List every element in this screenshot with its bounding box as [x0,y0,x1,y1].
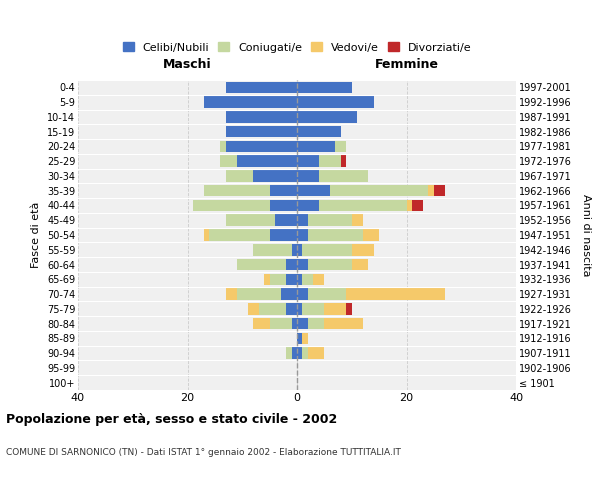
Bar [286,259,297,270]
Bar [226,82,297,93]
Bar [313,274,325,285]
Bar [308,214,352,226]
Bar [335,140,346,152]
Bar [352,244,374,256]
Bar [275,214,297,226]
Text: Maschi: Maschi [163,58,212,71]
Bar [253,170,297,181]
Bar [204,229,209,241]
Bar [286,274,297,285]
Bar [237,288,281,300]
Bar [253,318,269,330]
Bar [297,96,374,108]
Bar [302,332,308,344]
Bar [253,244,292,256]
Bar [226,140,297,152]
Y-axis label: Fasce di età: Fasce di età [31,202,41,268]
Bar [319,156,341,167]
Bar [407,200,412,211]
Bar [297,348,302,359]
Bar [297,274,302,285]
Bar [204,185,269,196]
Bar [209,229,269,241]
Bar [319,170,368,181]
Bar [297,82,352,93]
Bar [302,348,308,359]
Bar [264,274,269,285]
Bar [297,303,302,314]
Bar [341,156,346,167]
Y-axis label: Anni di nascita: Anni di nascita [581,194,591,276]
Bar [237,259,286,270]
Bar [259,303,286,314]
Bar [297,259,308,270]
Bar [297,156,319,167]
Bar [269,318,292,330]
Bar [297,332,302,344]
Text: COMUNE DI SARNONICO (TN) - Dati ISTAT 1° gennaio 2002 - Elaborazione TUTTITALIA.: COMUNE DI SARNONICO (TN) - Dati ISTAT 1°… [6,448,401,457]
Bar [308,288,346,300]
Bar [226,126,297,138]
Bar [297,126,341,138]
Bar [281,288,297,300]
Bar [297,229,308,241]
Bar [297,214,308,226]
Bar [237,156,297,167]
Bar [292,318,297,330]
Bar [325,303,346,314]
Bar [302,244,352,256]
Bar [319,200,407,211]
Bar [204,96,297,108]
Bar [220,156,237,167]
Bar [297,170,319,181]
Bar [220,140,226,152]
Bar [269,229,297,241]
Bar [325,318,363,330]
Bar [308,259,352,270]
Bar [297,200,319,211]
Bar [434,185,445,196]
Bar [226,214,275,226]
Bar [292,348,297,359]
Bar [269,185,297,196]
Bar [308,348,325,359]
Bar [286,348,292,359]
Bar [412,200,423,211]
Bar [226,288,237,300]
Bar [297,140,335,152]
Bar [226,111,297,122]
Bar [297,288,308,300]
Bar [302,303,325,314]
Bar [297,111,357,122]
Bar [269,200,297,211]
Bar [226,170,253,181]
Bar [286,303,297,314]
Bar [302,274,313,285]
Bar [352,214,363,226]
Bar [308,318,325,330]
Bar [292,244,297,256]
Bar [346,288,445,300]
Bar [352,259,368,270]
Legend: Celibi/Nubili, Coniugati/e, Vedovi/e, Divorziati/e: Celibi/Nubili, Coniugati/e, Vedovi/e, Di… [122,42,472,52]
Bar [330,185,428,196]
Bar [346,303,352,314]
Bar [308,229,363,241]
Text: Popolazione per età, sesso e stato civile - 2002: Popolazione per età, sesso e stato civil… [6,412,337,426]
Bar [297,244,302,256]
Bar [363,229,379,241]
Text: Femmine: Femmine [374,58,439,71]
Bar [428,185,434,196]
Bar [269,274,286,285]
Bar [297,318,308,330]
Bar [297,185,330,196]
Bar [248,303,259,314]
Bar [193,200,269,211]
